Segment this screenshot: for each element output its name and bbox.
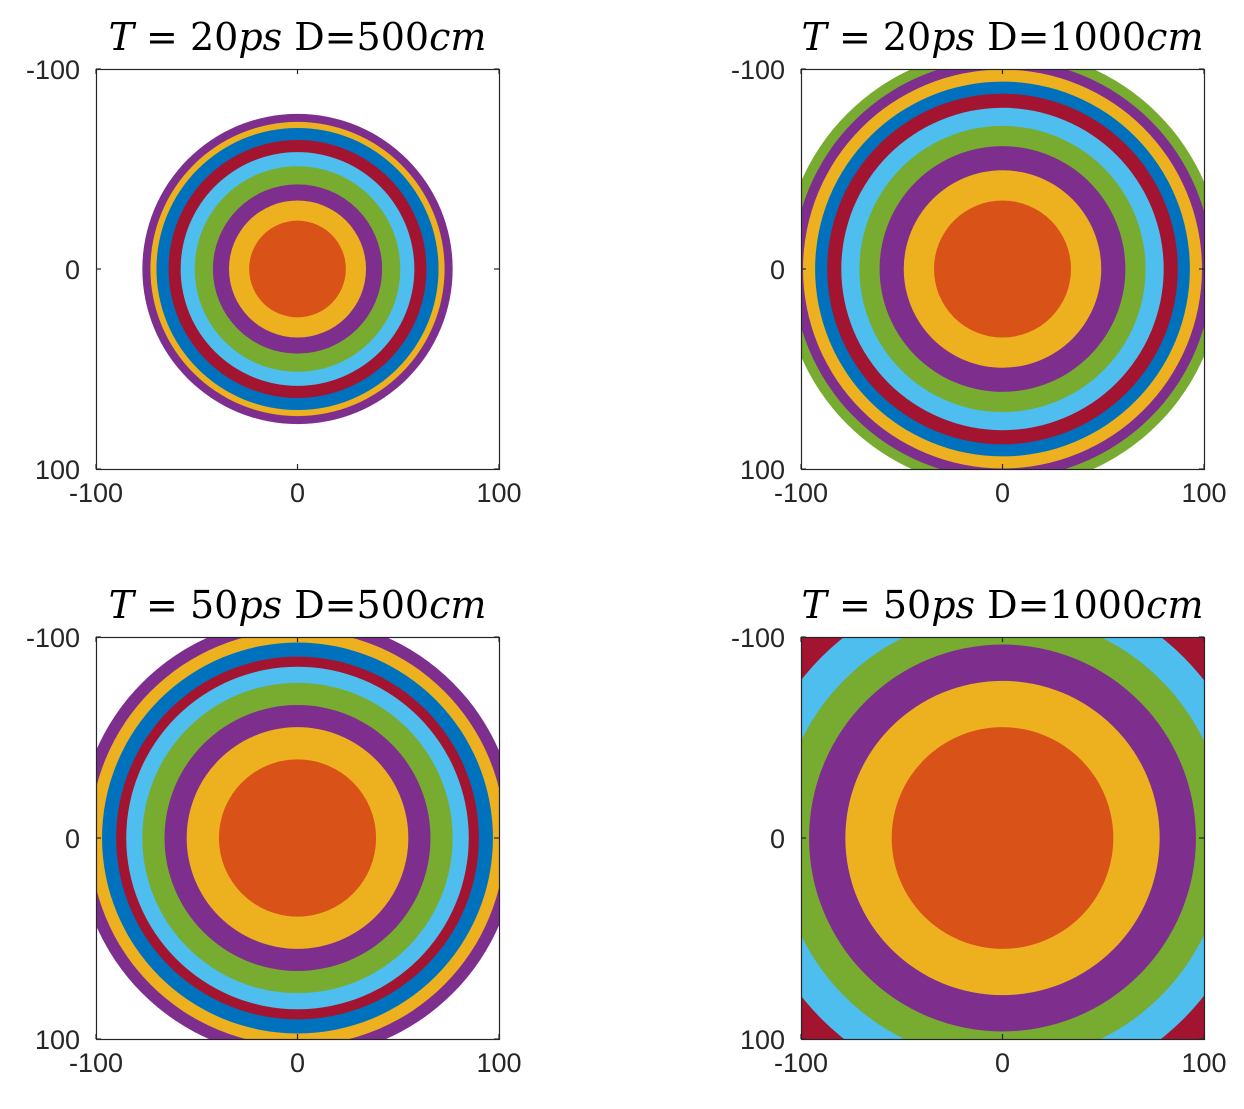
- y-tick-label: 0: [770, 824, 785, 854]
- x-tick-label: 0: [290, 478, 305, 508]
- x-tick-label: -100: [774, 1048, 828, 1078]
- ring-group: [801, 69, 1204, 469]
- x-tick-label: 100: [476, 478, 521, 508]
- x-tick-label: 0: [290, 1048, 305, 1078]
- subplot-title: T = 20ps D=500cm: [109, 15, 487, 59]
- subplot-title: T = 20ps D=1000cm: [802, 15, 1204, 59]
- x-tick-label: 0: [995, 1048, 1010, 1078]
- y-tick-label: -100: [731, 623, 785, 653]
- subplot-title: T = 50ps D=500cm: [109, 583, 487, 627]
- y-tick-label: 100: [740, 455, 785, 485]
- x-tick-label: 100: [1181, 478, 1226, 508]
- x-tick-label: -100: [69, 478, 123, 508]
- y-tick-label: -100: [26, 623, 80, 653]
- y-tick-label: -100: [731, 55, 785, 85]
- subplot-title: T = 50ps D=1000cm: [802, 583, 1204, 627]
- ring-0: [249, 220, 346, 318]
- ring-group: [96, 637, 499, 1039]
- ring-0: [891, 727, 1114, 949]
- x-tick-label: -100: [774, 478, 828, 508]
- y-tick-label: 100: [740, 1025, 785, 1055]
- y-tick-label: 0: [65, 255, 80, 285]
- ring-group: [142, 113, 453, 425]
- x-tick-label: 0: [995, 478, 1010, 508]
- y-tick-label: -100: [26, 55, 80, 85]
- x-tick-label: -100: [69, 1048, 123, 1078]
- ring-group: [801, 637, 1204, 1039]
- x-tick-label: 100: [476, 1048, 521, 1078]
- ring-0: [218, 759, 377, 917]
- y-tick-label: 0: [65, 824, 80, 854]
- x-tick-label: 100: [1181, 1048, 1226, 1078]
- y-tick-label: 100: [35, 1025, 80, 1055]
- ring-0: [933, 200, 1072, 338]
- y-tick-label: 100: [35, 455, 80, 485]
- y-tick-label: 0: [770, 255, 785, 285]
